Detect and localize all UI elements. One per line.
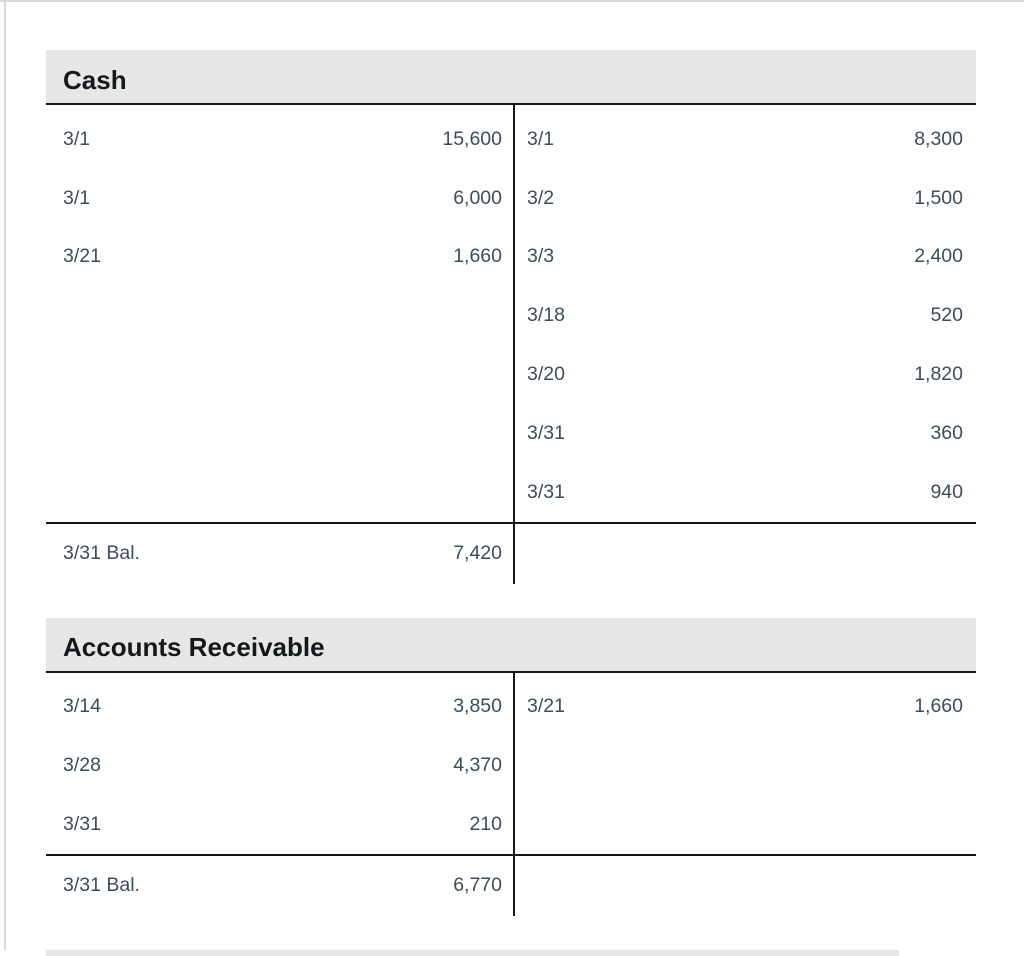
debit-column: 3/1 15,600 3/1 6,000 3/21 1,660 [46, 105, 513, 522]
entry-amount: 6,770 [453, 874, 502, 897]
balance-entry-row: 3/31 Bal. 7,420 [46, 524, 513, 584]
balance-row: 3/31 Bal. 7,420 [46, 521, 976, 584]
ledger-entry-row: 3/3 2,400 [515, 228, 976, 287]
ledger-entry-row: 3/21 1,660 [515, 678, 976, 737]
ledger-entry-row: 3/1 15,600 [46, 110, 513, 169]
entry-date: 3/20 [527, 363, 565, 386]
entry-amount: 2,400 [914, 245, 963, 268]
entry-date: 3/1 [527, 127, 555, 150]
t-account-title: Accounts Receivable [46, 617, 976, 673]
t-account: Accounts Receivable 3/14 3,850 3/28 4,370 3/… [46, 617, 976, 916]
entry-amount: 3,850 [453, 695, 502, 718]
ledger-entry-row: 3/1 6,000 [46, 169, 513, 228]
entry-date: 3/21 [527, 695, 565, 718]
ledger-entry-row: 3/31 940 [515, 463, 976, 522]
ledger-entry-row: 3/1 8,300 [515, 110, 976, 169]
ledger-entry-row: 3/21 1,660 [46, 228, 513, 287]
entry-date: 3/1 [63, 186, 91, 209]
ledger-entry-row: 3/20 1,820 [515, 345, 976, 404]
balance-entry-row: 3/31 Bal. 6,770 [46, 856, 513, 916]
entry-date: 3/31 Bal. [63, 874, 140, 897]
entry-date: 3/1 [63, 127, 91, 150]
credit-column: 3/21 1,660 [513, 672, 976, 854]
panel-left-border [4, 0, 6, 950]
entry-amount: 1,820 [914, 363, 963, 386]
entry-amount: 940 [930, 480, 963, 503]
ledger-entry-row: 3/31 360 [515, 404, 976, 463]
entry-amount: 6,000 [453, 186, 502, 209]
entry-amount: 4,370 [453, 754, 502, 777]
credit-column: 3/1 8,300 3/2 1,500 3/3 2,400 3/18 520 3/20 1,820… [513, 105, 976, 522]
entry-date: 3/21 [63, 245, 101, 268]
ledger-entry-row: 3/31 210 [46, 795, 513, 854]
debit-column: 3/14 3,850 3/28 4,370 3/31 210 [46, 673, 513, 854]
entry-date: 3/28 [63, 754, 101, 777]
t-accounts-list: Cash 3/1 15,600 3/1 6,000 3/21 1,660 3/1 8,300… [46, 50, 976, 916]
entry-amount: 8,300 [914, 127, 963, 150]
entry-date: 3/31 [527, 421, 565, 444]
balance-row: 3/31 Bal. 6,770 [46, 853, 976, 916]
balance-debit-cell: 3/31 Bal. 7,420 [46, 524, 513, 584]
entry-amount: 15,600 [442, 127, 502, 150]
entry-amount: 1,660 [453, 245, 502, 268]
entry-amount: 210 [469, 813, 502, 836]
ledger-entry-row: 3/2 1,500 [515, 169, 976, 228]
entry-date: 3/31 [527, 480, 565, 503]
entry-date: 3/3 [527, 245, 555, 268]
balance-debit-cell: 3/31 Bal. 6,770 [46, 856, 513, 916]
t-account-body: 3/1 15,600 3/1 6,000 3/21 1,660 3/1 8,300 3/2 1,… [46, 105, 976, 522]
entry-date: 3/14 [63, 695, 101, 718]
entry-amount: 360 [930, 421, 963, 444]
panel-top-border [0, 0, 1024, 2]
t-account-body: 3/14 3,850 3/28 4,370 3/31 210 3/21 1,660 [46, 672, 976, 854]
entry-amount: 1,500 [914, 186, 963, 209]
entry-date: 3/2 [527, 186, 555, 209]
t-accounts-container: Cash 3/1 15,600 3/1 6,000 3/21 1,660 3/1 8,300… [46, 50, 976, 956]
entry-amount: 1,660 [914, 695, 963, 718]
t-account: Cash 3/1 15,600 3/1 6,000 3/21 1,660 3/1 8,300… [46, 50, 976, 584]
ledger-entry-row: 3/18 520 [515, 286, 976, 345]
entry-date: 3/31 [63, 813, 101, 836]
ledger-entry-row: 3/28 4,370 [46, 736, 513, 795]
balance-credit-cell [513, 523, 976, 584]
next-account-header-partial [46, 949, 899, 956]
entry-date: 3/31 Bal. [63, 542, 140, 565]
t-account-title: Cash [46, 50, 976, 105]
entry-amount: 7,420 [453, 542, 502, 565]
balance-credit-cell [513, 855, 976, 916]
ledger-entry-row: 3/14 3,850 [46, 678, 513, 737]
entry-date: 3/18 [527, 304, 565, 327]
entry-amount: 520 [930, 304, 963, 327]
